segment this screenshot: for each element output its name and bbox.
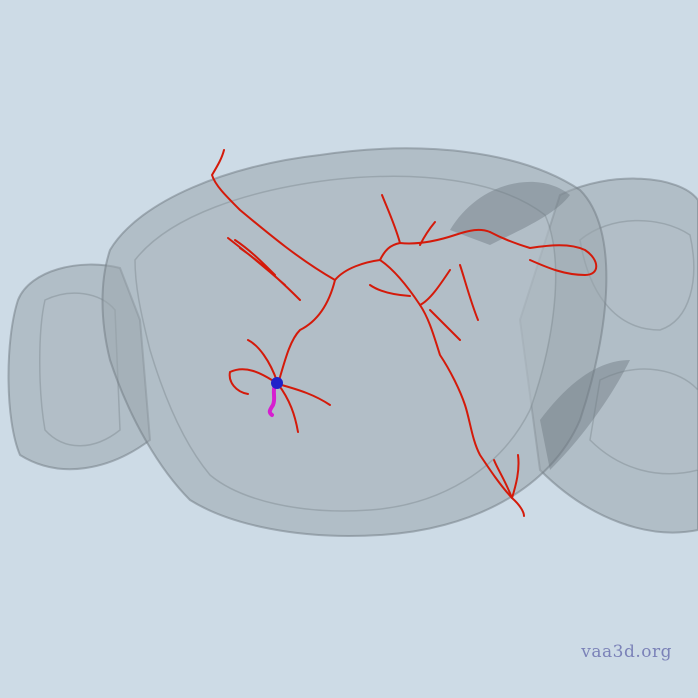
- axon-descending: [379, 259, 513, 499]
- watermark: vaa3d.org: [581, 642, 672, 662]
- axon-anterior-cluster: [227, 237, 301, 301]
- axon-posterior-loop: [489, 231, 598, 276]
- axon-terminal-fan: [493, 454, 525, 517]
- dendrite-arbor: [267, 383, 277, 417]
- dendrite-branch: [267, 383, 277, 417]
- cortex: [134, 175, 557, 512]
- cerebellum-lobe: [579, 219, 695, 331]
- axon-arbor: [211, 149, 598, 517]
- soma: [271, 377, 283, 389]
- neuron-reconstruction-icon: [211, 149, 598, 517]
- olfactory-bulb-inner: [39, 292, 121, 447]
- axon-ventral-tuft: [228, 339, 331, 433]
- axon-mid-cluster: [369, 264, 479, 341]
- midbrain-shadow: [540, 360, 630, 470]
- axon-upper-branch: [381, 194, 436, 246]
- mouse-brain-surface-icon: [7, 147, 698, 537]
- axon-dorsal: [211, 149, 336, 281]
